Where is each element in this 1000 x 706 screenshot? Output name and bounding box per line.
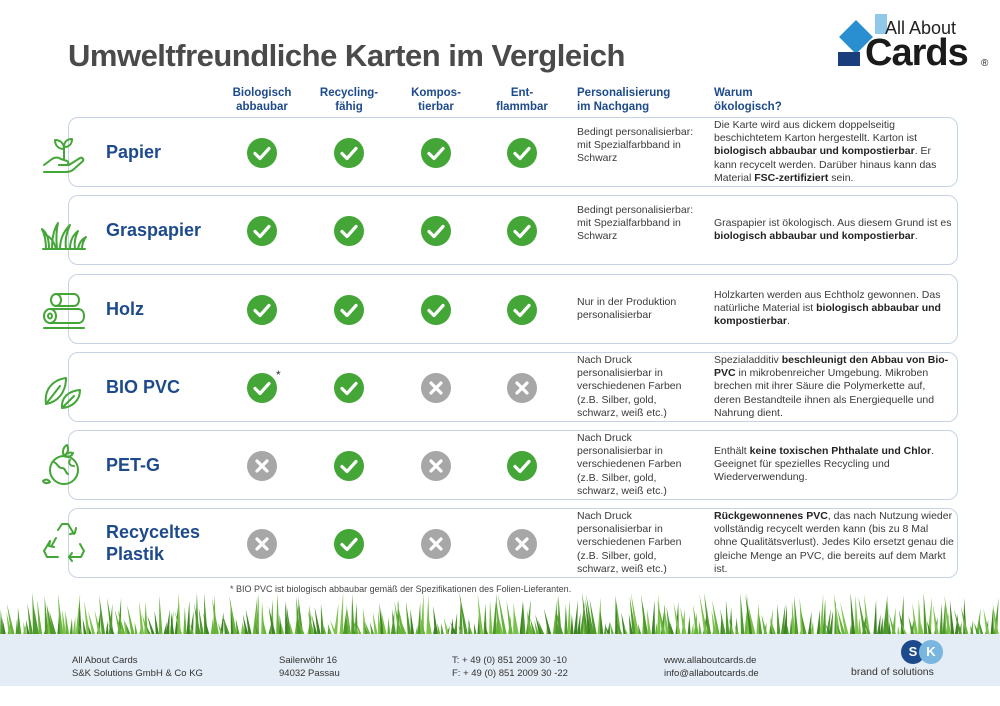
row-material-name: Graspapier [106, 220, 202, 240]
check-icon [247, 216, 277, 246]
logo-registered-mark: ® [981, 58, 989, 69]
cross-icon [247, 451, 277, 481]
header-entflammbar: Ent- flammbar [496, 87, 548, 113]
check-icon [421, 295, 451, 325]
page-title: Umweltfreundliche Karten im Vergleich [68, 38, 625, 73]
check-icon [334, 216, 364, 246]
check-icon [334, 529, 364, 559]
check-icon [247, 138, 277, 168]
row-personalisierung-text: Nur in der Produktion personalisierbar [577, 295, 677, 321]
row-material-name: Holz [106, 299, 144, 319]
logo-cards-text: Cards [865, 32, 969, 74]
row-warum-text: Holzkarten werden aus Echtholz gewonnen.… [714, 289, 941, 328]
logs-icon [40, 286, 88, 334]
check-icon [507, 216, 537, 246]
row-personalisierung-text: Nach Druck personalisierbar in verschied… [577, 510, 682, 575]
header-kompostierbar: Kompos- tierbar [411, 87, 461, 113]
row-personalisierung-text: Nach Druck personalisierbar in verschied… [577, 432, 682, 497]
check-icon [334, 373, 364, 403]
footer-web[interactable]: www.allaboutcards.de info@allaboutcards.… [664, 655, 759, 679]
cross-icon [421, 529, 451, 559]
cross-icon [507, 529, 537, 559]
row-warum-text: Die Karte wird aus dickem doppelseitig b… [714, 119, 937, 184]
check-icon [421, 216, 451, 246]
check-icon [507, 451, 537, 481]
row-warum-text: Enthält keine toxischen Phthalate und Ch… [714, 445, 934, 484]
footer-phone: T: + 49 (0) 851 2009 30 -10 F: + 49 (0) … [452, 655, 568, 679]
check-icon [507, 138, 537, 168]
check-icon [247, 295, 277, 325]
row-warum-text: Rückgewonnenes PVC, das nach Nutzung wie… [714, 510, 954, 575]
hand-sprout-icon [40, 129, 88, 177]
footer-brand-text: brand of solutions [851, 666, 934, 678]
footer-company: All About Cards S&K Solutions GmbH & Co … [72, 655, 203, 679]
row-material-name: PET-G [106, 455, 161, 475]
check-icon [334, 295, 364, 325]
footnote: * BIO PVC ist biologisch abbaubar gemäß … [230, 584, 572, 594]
logo-square-dark [838, 52, 860, 66]
cross-icon [421, 451, 451, 481]
header-recyclingfaehig: Recycling- fähig [319, 87, 379, 113]
leaves-icon [40, 364, 88, 412]
cross-icon [507, 373, 537, 403]
logo-square-light [875, 14, 887, 34]
all-about-cards-logo[interactable]: All About Cards ® [835, 8, 995, 72]
footer-address: Sailerwöhr 16 94032 Passau [279, 655, 340, 679]
check-icon [334, 138, 364, 168]
footer-bar [0, 634, 1000, 686]
row-personalisierung-text: Bedingt personalisierbar: mit Spezialfar… [577, 203, 694, 242]
cross-icon [247, 529, 277, 559]
row-material-name: BIO PVC [106, 377, 181, 397]
check-icon [421, 138, 451, 168]
sk-logo-k: K [919, 640, 943, 664]
row-personalisierung-text: Bedingt personalisierbar: mit Spezialfar… [577, 125, 694, 164]
header-biologisch-abbaubar: Biologisch abbaubar [232, 87, 292, 113]
row-material-name: Papier [106, 142, 162, 162]
row-warum-text: Graspapier ist ökologisch. Aus diesem Gr… [714, 217, 952, 243]
recycle-icon [40, 520, 88, 568]
cross-icon [421, 373, 451, 403]
row-personalisierung-text: Nach Druck personalisierbar in verschied… [577, 354, 682, 419]
check-icon [247, 373, 277, 403]
row-material-name: Recyceltes Plastik [106, 522, 201, 564]
row-warum-text: Spezialadditiv beschleunigt den Abbau vo… [714, 354, 949, 419]
logo-about-text: All About [885, 18, 957, 38]
grass-decoration [0, 592, 1000, 640]
footnote-asterisk: * [276, 368, 281, 382]
check-icon [507, 295, 537, 325]
check-icon [334, 451, 364, 481]
grass-icon [40, 207, 88, 255]
globe-leaves-icon [40, 442, 88, 490]
header-warum-oekologisch: Warum ökologisch? [714, 87, 782, 113]
header-personalisierung: Personalisierung im Nachgang [577, 87, 671, 113]
table-row [68, 508, 958, 578]
